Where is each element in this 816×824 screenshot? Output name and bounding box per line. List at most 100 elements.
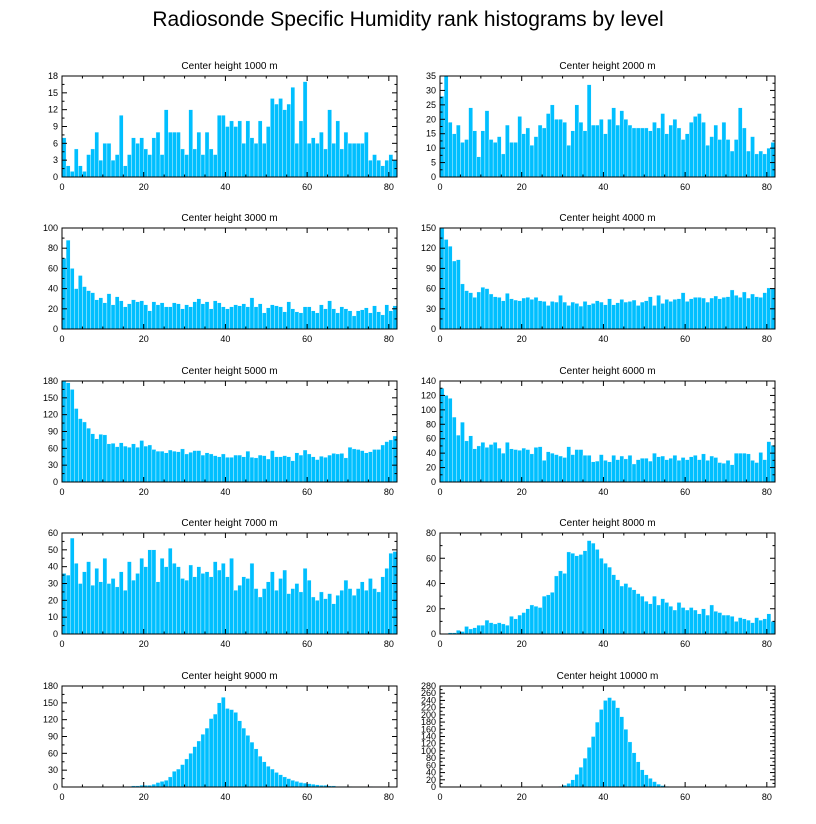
- histogram-bar: [599, 119, 604, 178]
- histogram-bar: [517, 300, 522, 330]
- histogram-bar: [533, 136, 539, 178]
- histogram-bar: [472, 297, 477, 330]
- histogram-bar: [742, 618, 747, 635]
- histogram-bar: [766, 441, 772, 483]
- histogram-bar: [578, 305, 584, 330]
- histogram-bar: [586, 455, 592, 483]
- histogram-bar: [229, 558, 234, 635]
- histogram-bar: [599, 558, 604, 635]
- histogram-bar: [262, 143, 267, 178]
- histogram-bar: [380, 444, 385, 483]
- histogram-bar: [529, 299, 535, 330]
- histogram-bar: [537, 124, 543, 178]
- x-tick-label: 80: [384, 792, 394, 802]
- histogram-bar: [501, 153, 506, 178]
- histogram-bar: [192, 148, 197, 178]
- histogram-bar: [225, 457, 230, 483]
- histogram-bar: [78, 418, 83, 483]
- histogram-bar: [339, 148, 345, 178]
- y-tick-label: 100: [421, 405, 436, 415]
- histogram-bar: [347, 310, 353, 330]
- histogram-bar: [241, 727, 247, 788]
- histogram-bar: [754, 617, 759, 635]
- histogram-bar: [693, 609, 698, 635]
- histogram-bar: [509, 448, 514, 483]
- x-tick-label: 40: [220, 639, 230, 649]
- histogram-bar: [497, 447, 502, 483]
- histogram-bar: [705, 145, 710, 178]
- histogram-bar: [286, 778, 291, 788]
- histogram-bar: [541, 301, 547, 330]
- histogram-bar: [623, 119, 629, 178]
- histogram-bar: [570, 553, 575, 635]
- histogram-bar: [347, 588, 353, 635]
- histogram-bar: [98, 159, 104, 178]
- histogram-bar: [652, 121, 657, 178]
- histogram-bar: [509, 142, 514, 178]
- x-tick-label: 20: [139, 487, 149, 497]
- histogram-bar: [388, 310, 394, 330]
- histogram-bar: [599, 301, 604, 330]
- histogram-bar: [127, 561, 132, 635]
- histogram-bar: [327, 454, 332, 483]
- histogram-bar: [668, 458, 674, 483]
- histogram-bar: [74, 148, 79, 178]
- histogram-bar: [127, 303, 132, 330]
- panel-title: Center height 5000 m: [181, 366, 277, 377]
- histogram-bar: [82, 421, 87, 483]
- histogram-bar: [635, 127, 641, 178]
- histogram-bar: [176, 566, 181, 635]
- histogram-bar: [464, 139, 469, 178]
- histogram-bar: [697, 113, 702, 178]
- histogram-bar: [558, 570, 563, 635]
- histogram-bar: [221, 563, 226, 635]
- histogram-bar: [660, 303, 665, 330]
- x-tick-label: 40: [598, 639, 608, 649]
- histogram-bar: [513, 299, 518, 330]
- histogram-bar: [631, 589, 637, 635]
- y-tick-label: 0: [431, 782, 436, 792]
- histogram-bar: [525, 127, 531, 178]
- histogram-bar: [607, 566, 612, 635]
- histogram-bar: [163, 780, 169, 788]
- y-tick-label: 10: [48, 612, 58, 622]
- x-tick-label: 60: [680, 182, 690, 192]
- histogram-bar: [245, 306, 251, 330]
- histogram-bar: [689, 607, 694, 635]
- histogram-bar: [721, 121, 727, 178]
- histogram-bar: [550, 104, 555, 178]
- histogram-bar: [376, 591, 381, 635]
- histogram-bar: [331, 453, 336, 483]
- histogram-bar: [566, 145, 571, 178]
- histogram-bar: [372, 588, 377, 635]
- histogram-bar: [110, 443, 116, 483]
- histogram-bar: [725, 296, 731, 330]
- histogram-bar: [697, 459, 702, 483]
- histogram-bar: [529, 453, 535, 483]
- histogram-bar: [635, 459, 641, 483]
- histogram-bar: [311, 310, 316, 330]
- histogram-bar: [505, 624, 510, 635]
- x-tick-label: 0: [59, 334, 64, 344]
- x-tick-label: 80: [384, 639, 394, 649]
- histogram-bar: [372, 449, 377, 483]
- histogram-bar: [302, 568, 308, 635]
- histogram-bar: [631, 299, 637, 330]
- histogram-bar: [90, 585, 95, 635]
- histogram-bar: [611, 574, 616, 635]
- histogram-bar: [546, 305, 551, 330]
- histogram-bar: [578, 121, 584, 178]
- y-tick-label: 40: [426, 768, 436, 778]
- histogram-bar: [168, 131, 173, 178]
- histogram-bar: [521, 297, 526, 330]
- histogram-bar: [114, 296, 120, 330]
- histogram-bar: [298, 591, 304, 635]
- histogram-bar: [623, 729, 629, 788]
- histogram-panel: Center height 8000 m 0 20 40 60 80 0 20 40 60 80: [426, 518, 776, 649]
- histogram-bar: [770, 445, 776, 483]
- histogram-bar: [192, 301, 197, 330]
- histogram-bar: [241, 576, 247, 635]
- x-tick-label: 0: [59, 487, 64, 497]
- histogram-bar: [339, 590, 345, 635]
- histogram-bar: [574, 555, 580, 635]
